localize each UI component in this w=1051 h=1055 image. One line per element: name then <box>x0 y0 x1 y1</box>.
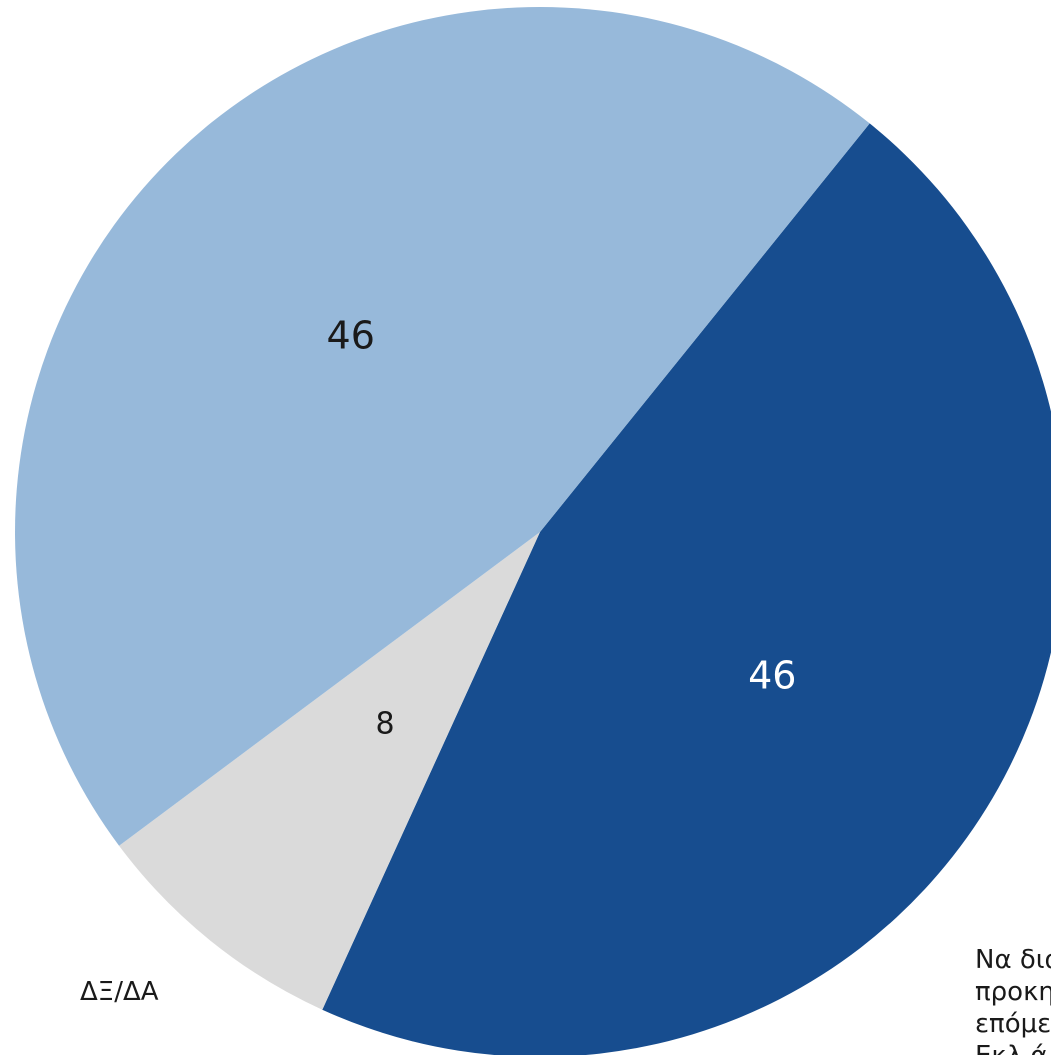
side-text-line-4: Εκλ ά <box>975 1041 1048 1055</box>
slice-value-label-1: 46 <box>748 654 796 698</box>
cropped-side-text: Να δια προκη επόμε Εκλ ά <box>975 945 1051 1055</box>
pie-slices <box>15 7 1051 1055</box>
slice-value-label-3: 46 <box>327 313 375 357</box>
pie-slice-3 <box>15 7 870 846</box>
side-text-line-2: προκη <box>975 977 1051 1007</box>
pie-slice-1 <box>322 123 1051 1055</box>
slice-value-label-2: 8 <box>376 707 395 742</box>
side-text-line-1: Να δια <box>975 945 1051 975</box>
pie-value-labels: 46 8 46 <box>327 313 797 741</box>
legend-label-dxda: ΔΞ/ΔΑ <box>80 977 159 1007</box>
pie-slice-2 <box>119 532 540 1010</box>
side-text-line-3: επόμε <box>975 1009 1051 1039</box>
